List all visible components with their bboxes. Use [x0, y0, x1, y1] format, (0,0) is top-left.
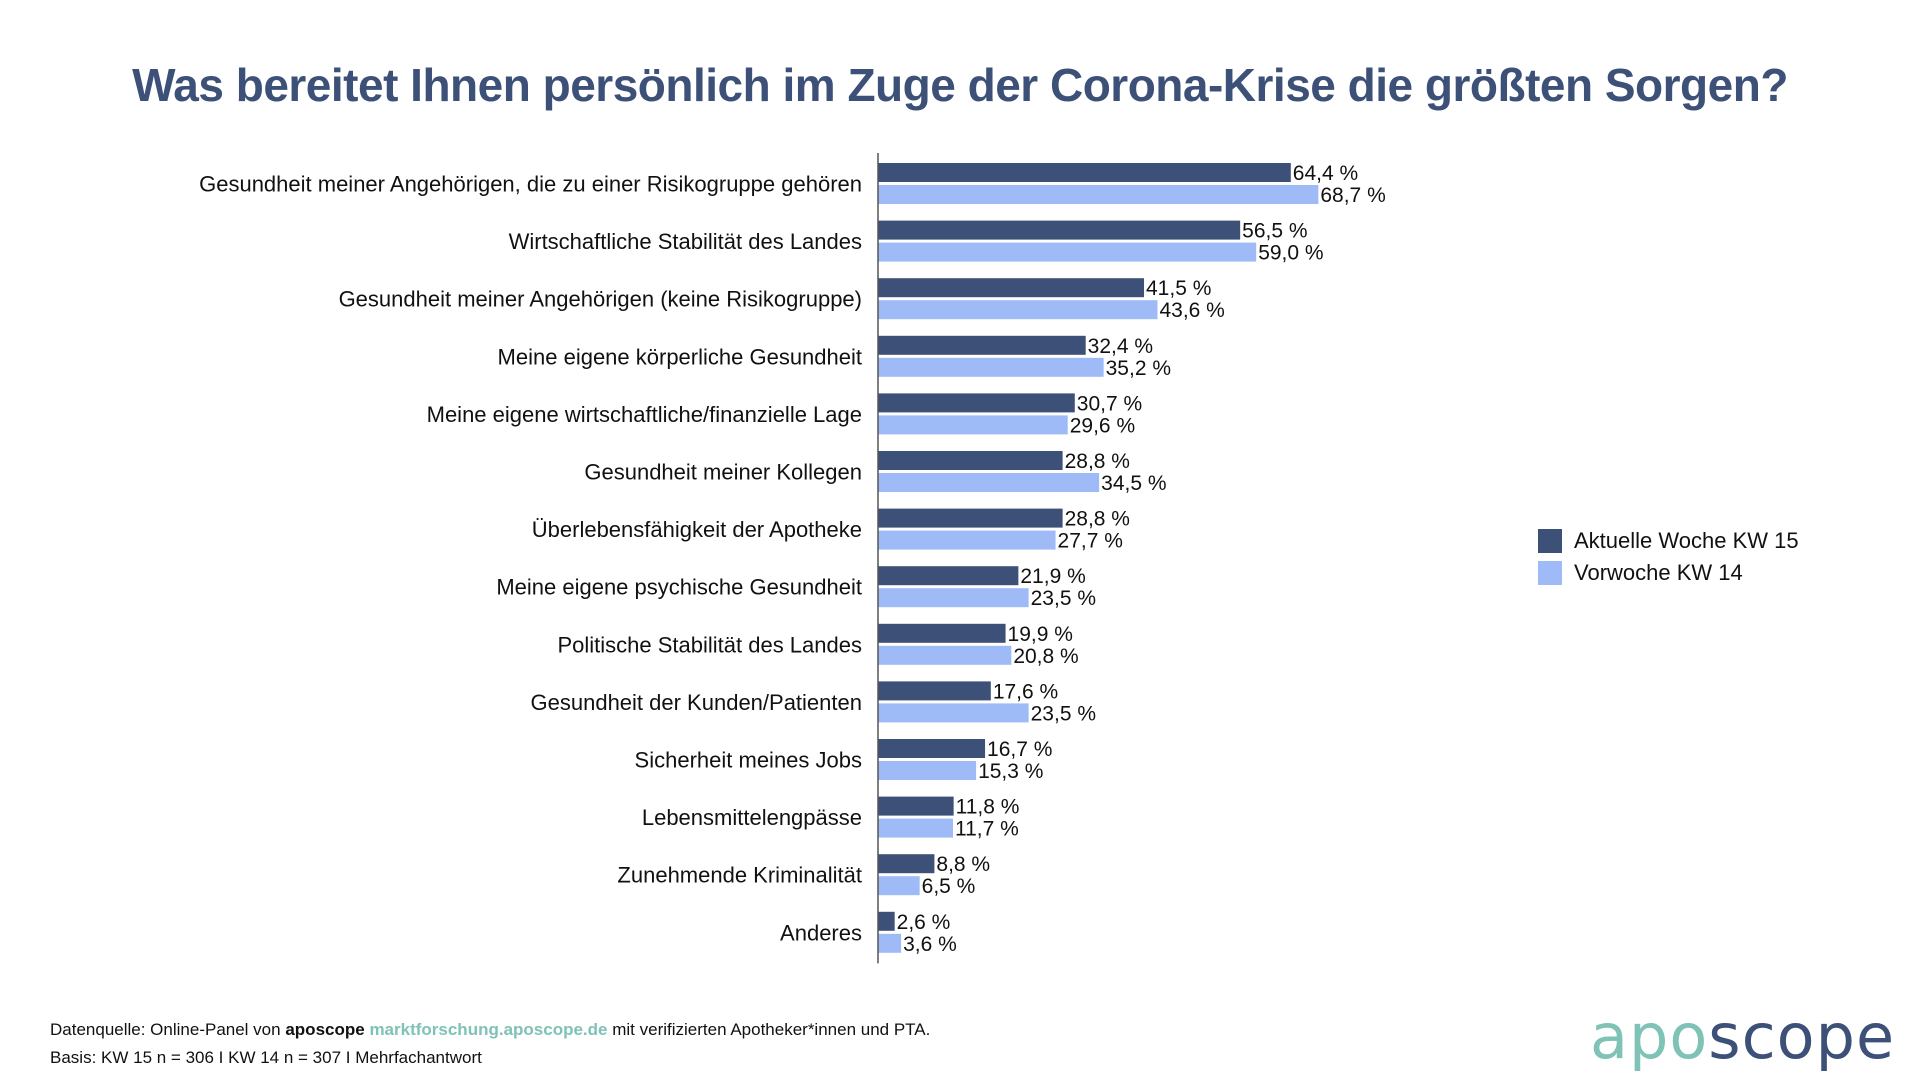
value-label: 15,3 % — [978, 760, 1043, 783]
legend-label-kw15: Aktuelle Woche KW 15 — [1574, 528, 1799, 553]
basis-line: Basis: KW 15 n = 306 I KW 14 n = 307 I M… — [50, 1048, 482, 1067]
source-prefix: Datenquelle: Online-Panel von — [50, 1020, 281, 1039]
bar-kw14 — [878, 357, 1104, 377]
value-label: 56,5 % — [1242, 220, 1307, 243]
value-label: 19,9 % — [1008, 623, 1073, 646]
chart-title: Was bereitet Ihnen persönlich im Zuge de… — [132, 59, 1788, 111]
bar-kw14 — [878, 818, 953, 838]
bar-kw14 — [878, 933, 902, 953]
value-label: 21,9 % — [1020, 565, 1085, 588]
value-label: 68,7 % — [1320, 184, 1385, 207]
bar-kw14 — [878, 876, 920, 896]
category-label: Sicherheit meines Jobs — [635, 748, 862, 773]
category-label: Gesundheit meiner Angehörigen (keine Ris… — [339, 287, 862, 312]
bar-kw15 — [878, 623, 1006, 643]
value-label: 3,6 % — [903, 933, 957, 956]
legend-label-kw14: Vorwoche KW 14 — [1574, 560, 1743, 585]
bar-kw14 — [878, 761, 977, 780]
source-brand: aposcope — [285, 1020, 365, 1039]
value-label: 59,0 % — [1258, 242, 1323, 265]
value-label: 23,5 % — [1031, 587, 1096, 610]
value-label: 8,8 % — [936, 853, 990, 876]
bar-kw14 — [878, 473, 1100, 492]
category-label: Meine eigene körperliche Gesundheit — [498, 344, 862, 369]
value-label: 17,6 % — [993, 680, 1058, 703]
bar-kw15 — [878, 681, 991, 701]
category-label: Wirtschaftliche Stabilität des Landes — [509, 229, 862, 254]
bar-kw15 — [878, 451, 1063, 470]
bar-kw14 — [878, 703, 1029, 723]
category-label: Meine eigene psychische Gesundheit — [496, 575, 862, 600]
bar-chart: Gesundheit meiner Angehörigen, die zu ei… — [199, 153, 1386, 964]
category-label: Gesundheit meiner Angehörigen, die zu ei… — [199, 172, 862, 197]
value-label: 11,7 % — [955, 818, 1019, 841]
bar-kw14 — [878, 242, 1257, 262]
source-link[interactable]: marktforschung.aposcope.de — [369, 1020, 608, 1039]
bar-kw15 — [878, 220, 1241, 240]
value-label: 28,8 % — [1065, 450, 1130, 473]
value-label: 35,2 % — [1106, 357, 1171, 380]
category-label: Gesundheit der Kunden/Patienten — [531, 690, 862, 715]
bar-kw14 — [878, 300, 1158, 320]
value-label: 2,6 % — [897, 911, 951, 934]
footer: Datenquelle: Online-Panel von aposcope m… — [50, 1016, 930, 1072]
legend-swatch-kw15 — [1538, 529, 1562, 553]
logo-part-scope: scope — [1708, 1000, 1896, 1073]
value-label: 32,4 % — [1088, 335, 1153, 358]
bar-kw14 — [878, 185, 1319, 204]
source-line: Datenquelle: Online-Panel von aposcope m… — [50, 1016, 930, 1044]
bar-kw15 — [878, 278, 1145, 298]
bar-kw15 — [878, 163, 1291, 182]
value-label: 16,7 % — [987, 738, 1052, 761]
category-label: Zunehmende Kriminalität — [617, 863, 862, 888]
category-label: Gesundheit meiner Kollegen — [584, 460, 862, 485]
value-label: 28,8 % — [1065, 508, 1130, 531]
value-label: 30,7 % — [1077, 392, 1142, 415]
legend-item-kw14: Vorwoche KW 14 — [1538, 557, 1799, 589]
legend: Aktuelle Woche KW 15 Vorwoche KW 14 — [1538, 525, 1799, 589]
value-label: 20,8 % — [1013, 645, 1078, 668]
value-label: 27,7 % — [1058, 530, 1123, 553]
bar-kw14 — [878, 530, 1056, 550]
value-label: 11,8 % — [956, 796, 1020, 819]
category-label: Meine eigene wirtschaftliche/finanzielle… — [427, 402, 862, 427]
bar-kw15 — [878, 335, 1086, 355]
bar-kw15 — [878, 854, 935, 874]
bar-kw14 — [878, 415, 1068, 435]
aposcope-logo: aposcope — [1590, 1000, 1895, 1073]
value-label: 41,5 % — [1146, 277, 1211, 300]
bar-kw15 — [878, 508, 1063, 528]
bar-kw15 — [878, 566, 1019, 586]
logo-part-apo: apo — [1590, 1000, 1709, 1073]
bar-kw14 — [878, 588, 1029, 608]
category-label: Politische Stabilität des Landes — [557, 632, 862, 657]
category-label: Lebensmittelengpässe — [642, 805, 862, 830]
value-label: 6,5 % — [922, 875, 976, 898]
value-label: 23,5 % — [1031, 702, 1096, 725]
value-label: 43,6 % — [1159, 299, 1224, 322]
legend-swatch-kw14 — [1538, 561, 1562, 585]
category-label: Anderes — [780, 920, 862, 945]
value-label: 64,4 % — [1293, 162, 1358, 185]
bar-kw15 — [878, 911, 895, 931]
bar-kw15 — [878, 739, 986, 758]
value-label: 29,6 % — [1070, 414, 1135, 437]
bar-kw14 — [878, 645, 1012, 665]
value-label: 34,5 % — [1101, 472, 1166, 495]
bar-kw15 — [878, 796, 954, 816]
category-label: Überlebensfähigkeit der Apotheke — [532, 517, 862, 542]
source-suffix: mit verifizierten Apotheker*innen und PT… — [612, 1020, 931, 1039]
legend-item-kw15: Aktuelle Woche KW 15 — [1538, 525, 1799, 557]
bar-kw15 — [878, 393, 1075, 413]
